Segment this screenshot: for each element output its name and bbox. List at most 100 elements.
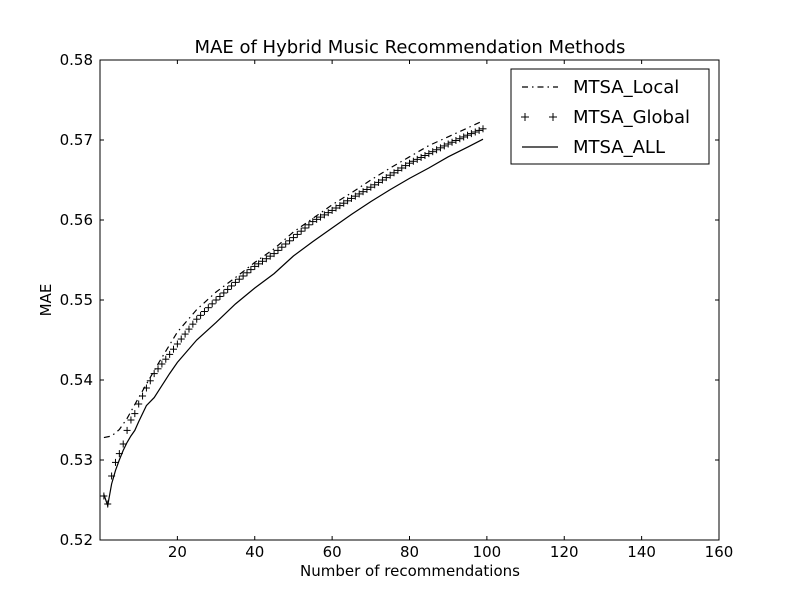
- series-mtsa-global-point: [340, 199, 348, 207]
- series-mtsa-global-point: [367, 183, 375, 191]
- series-mtsa-global-point: [212, 296, 220, 304]
- series-mtsa-global-point: [131, 410, 139, 418]
- series-mtsa-global-point: [351, 192, 359, 200]
- y-tick-label: 0.54: [60, 371, 93, 389]
- series-mtsa-global: [100, 125, 487, 508]
- series-mtsa-global-point: [436, 144, 444, 152]
- series-mtsa-global-point: [332, 204, 340, 212]
- y-tick-label: 0.56: [60, 211, 93, 229]
- legend-entry-mtsa-global: MTSA_Global: [521, 107, 690, 128]
- series-mtsa-all-line: [103, 138, 484, 508]
- series-mtsa-global-point: [139, 392, 147, 400]
- legend-marker-mtsa-global: [549, 113, 557, 121]
- series-mtsa-local: [103, 120, 484, 439]
- series-mtsa-global-point: [286, 237, 294, 245]
- legend: MTSA_Local MTSA_Global MTSA_ALL: [510, 68, 710, 165]
- series-mtsa-global-point: [386, 171, 394, 179]
- series-mtsa-global-point: [158, 360, 166, 368]
- series-mtsa-global-point: [166, 350, 174, 358]
- series-mtsa-global-point: [406, 159, 413, 167]
- series-mtsa-global-point: [266, 252, 274, 260]
- series-mtsa-global-point: [208, 300, 216, 308]
- series-mtsa-global-point: [378, 176, 386, 184]
- series-mtsa-global-point: [382, 174, 390, 182]
- series-mtsa-global-point: [154, 365, 162, 373]
- y-tick-label: 0.52: [60, 531, 93, 549]
- series-mtsa-global-point: [185, 325, 193, 333]
- series-mtsa-global-point: [243, 269, 251, 277]
- y-tick-label: 0.57: [60, 131, 93, 149]
- series-mtsa-global-point: [456, 135, 464, 143]
- series-mtsa-global-point: [433, 146, 441, 154]
- series-mtsa-global-point: [309, 218, 317, 226]
- series-mtsa-global-point: [305, 221, 313, 229]
- series-mtsa-global-point: [177, 335, 185, 343]
- legend-box: [510, 68, 710, 165]
- series-mtsa-global-point: [394, 166, 402, 174]
- series-mtsa-global-point: [460, 133, 468, 141]
- series-mtsa-global-point: [162, 355, 170, 363]
- series-mtsa-global-point: [402, 162, 410, 170]
- chart-title: MAE of Hybrid Music Recommendation Metho…: [195, 37, 626, 58]
- series-mtsa-global-point: [204, 304, 212, 312]
- series-mtsa-global-point: [336, 202, 344, 210]
- series-mtsa-global-point: [425, 150, 433, 158]
- series-mtsa-global-point: [173, 340, 181, 348]
- x-axis-label: Number of recommendations: [300, 562, 520, 580]
- series-mtsa-global-point: [197, 311, 205, 319]
- x-tick-label: 140: [627, 543, 656, 561]
- series-mtsa-global-point: [220, 289, 228, 297]
- series-mtsa-global-point: [313, 215, 321, 223]
- series-mtsa-global-point: [448, 138, 456, 146]
- series-mtsa-global-point: [274, 246, 282, 254]
- series-mtsa-global-point: [251, 262, 259, 270]
- series-mtsa-global-point: [224, 285, 232, 293]
- series-mtsa-global-point: [359, 188, 367, 196]
- series-mtsa-global-point: [146, 377, 154, 385]
- series-mtsa-global-point: [440, 142, 448, 150]
- series-mtsa-global-point: [371, 181, 379, 189]
- x-tick-label: 60: [323, 543, 342, 561]
- series-mtsa-global-point: [181, 330, 189, 338]
- series-mtsa-global-point: [421, 152, 429, 160]
- series-mtsa-global-point: [255, 260, 263, 268]
- series-mtsa-global-point: [247, 266, 255, 274]
- series-mtsa-global-point: [228, 282, 236, 290]
- series-mtsa-global-point: [413, 155, 421, 163]
- series-mtsa-global-point: [189, 320, 197, 328]
- series-mtsa-global-point: [293, 230, 301, 238]
- x-tick-label: 160: [705, 543, 734, 561]
- series-mtsa-global-point: [417, 153, 425, 161]
- series-mtsa-global-point: [467, 130, 475, 138]
- series-mtsa-global-point: [471, 128, 479, 136]
- plot-area: 20 40 60 80 100 120 140 160 0.52 0.53 0.54 0.55 0.56…: [60, 51, 734, 561]
- series-mtsa-global-point: [464, 131, 472, 139]
- series-mtsa-global-point: [344, 197, 352, 205]
- series-mtsa-global-point: [278, 243, 286, 251]
- series-mtsa-global-point: [355, 190, 363, 198]
- series-mtsa-global-point: [193, 315, 201, 323]
- x-tick-label: 20: [168, 543, 187, 561]
- legend-label-mtsa-local: MTSA_Local: [573, 77, 679, 98]
- series-mtsa-global-point: [282, 240, 290, 248]
- series-mtsa-global-point: [452, 136, 460, 144]
- legend-entry-mtsa-local: MTSA_Local: [522, 77, 679, 98]
- series-mtsa-global-point: [409, 157, 417, 165]
- series-mtsa-global-point: [444, 140, 452, 148]
- series-mtsa-all: [103, 138, 484, 508]
- series-mtsa-global-point: [363, 185, 371, 193]
- legend-marker-mtsa-global: [521, 113, 529, 121]
- series-mtsa-global-point: [317, 213, 325, 221]
- series-mtsa-global-point: [479, 125, 487, 133]
- series-mtsa-global-point: [270, 250, 278, 258]
- series-mtsa-global-point: [258, 257, 266, 265]
- series-mtsa-global-point: [119, 440, 127, 448]
- series-mtsa-global-point: [390, 169, 398, 177]
- series-mtsa-global-point: [127, 416, 135, 424]
- series-mtsa-global-point: [347, 194, 355, 202]
- series-mtsa-global-point: [262, 255, 270, 263]
- series-mtsa-global-point: [142, 384, 150, 392]
- x-tick-label: 120: [550, 543, 579, 561]
- series-mtsa-global-point: [170, 345, 178, 353]
